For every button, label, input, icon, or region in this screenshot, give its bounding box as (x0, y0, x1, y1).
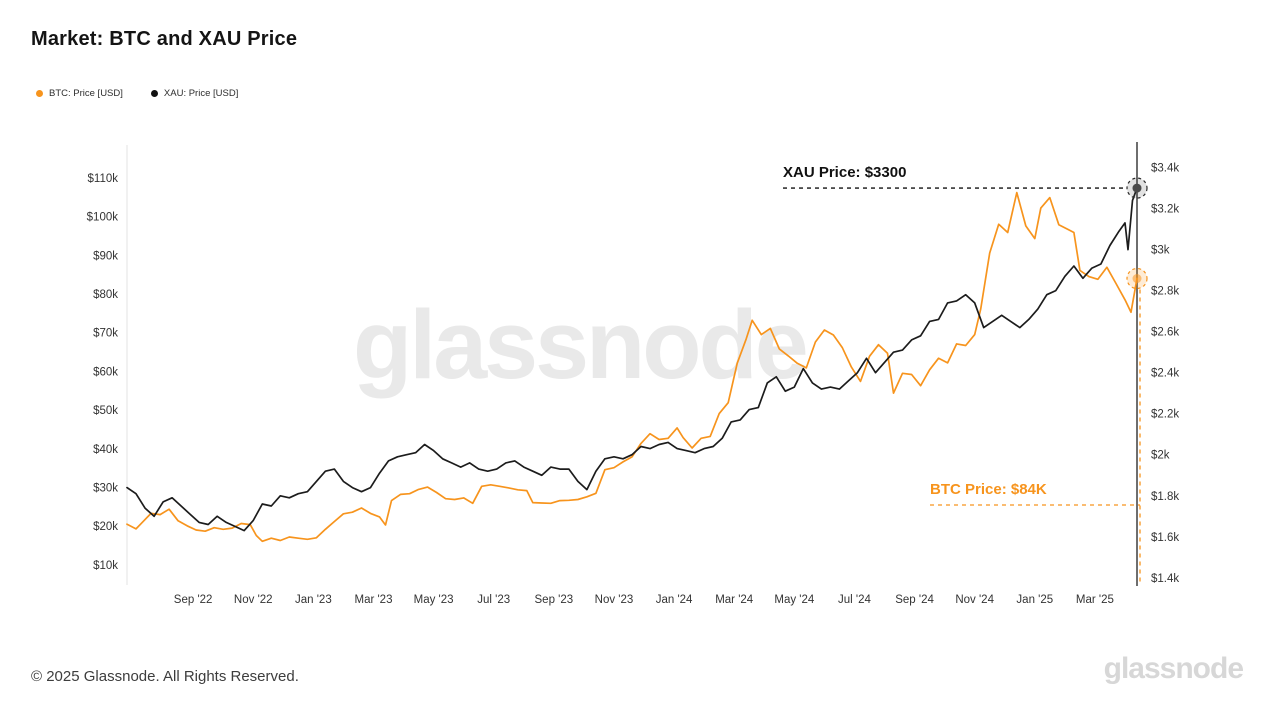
right-axis-tick-label: $3.4k (1151, 163, 1179, 175)
x-axis-tick-label: Sep '24 (895, 594, 934, 606)
x-axis-tick-label: May '24 (774, 594, 815, 606)
x-axis-tick-label: Mar '23 (354, 594, 392, 606)
left-axis-tick-label: $100k (87, 212, 119, 224)
left-axis-tick-label: $40k (93, 444, 118, 456)
left-axis-tick-label: $30k (93, 482, 118, 494)
copyright-text: © 2025 Glassnode. All Rights Reserved. (31, 668, 299, 685)
right-axis-tick-label: $3.2k (1151, 204, 1179, 216)
x-axis-tick-label: Jan '23 (295, 594, 332, 606)
x-axis-tick-label: Nov '22 (234, 594, 273, 606)
x-axis-tick-label: Jan '24 (656, 594, 693, 606)
left-axis-tick-label: $80k (93, 289, 118, 301)
left-axis-tick-label: $90k (93, 250, 118, 262)
right-axis-tick-label: $2.8k (1151, 286, 1179, 298)
xau-legend-dot-icon (150, 90, 158, 97)
left-axis-tick-label: $70k (93, 328, 118, 340)
chart-canvas[interactable]: $10k $20k $30k $40k $50k $60k $70k $80k $90k $100… (0, 0, 1271, 640)
btc-endpoint-dot (1132, 274, 1142, 284)
right-axis-tick-label: $1.4k (1151, 573, 1179, 585)
xau-annotation-label: XAU Price: $3300 (783, 164, 906, 181)
left-axis-tick-label: $60k (93, 366, 118, 378)
xau-endpoint-dot (1132, 183, 1142, 193)
xau-legend-label: XAU: Price [USD] (163, 88, 239, 99)
btc-annotation-label: BTC Price: $84K (930, 481, 1047, 498)
xau-series-line (126, 187, 1138, 532)
right-axis-tick-label: $2.6k (1151, 327, 1179, 339)
x-axis-tick-label: Sep '22 (174, 594, 213, 606)
x-axis-tick-label: Jul '23 (477, 594, 510, 606)
x-axis-tick-label: Nov '24 (955, 594, 994, 606)
x-axis-tick-label: Jan '25 (1016, 594, 1053, 606)
x-axis-tick-label: Mar '25 (1076, 594, 1114, 606)
page-title: Market: BTC and XAU Price (31, 28, 298, 50)
legend-item-btc[interactable]: BTC: Price [USD] (36, 88, 123, 99)
x-axis-tick-label: Jul '24 (838, 594, 871, 606)
right-axis-tick-label: $2k (1151, 450, 1170, 462)
btc-legend-dot-icon (36, 90, 43, 97)
left-axis-tick-label: $50k (93, 405, 118, 417)
left-axis-tick-label: $20k (93, 521, 118, 533)
right-axis-tick-label: $3k (1151, 245, 1170, 257)
left-axis-tick-label: $110k (88, 173, 119, 185)
x-axis-tick-label: Mar '24 (715, 594, 754, 606)
right-axis-tick-label: $1.8k (1151, 491, 1179, 503)
x-axis-tick-label: Nov '23 (595, 594, 634, 606)
btc-legend-label: BTC: Price [USD] (49, 88, 123, 99)
left-axis-tick-label: $10k (93, 560, 118, 572)
legend: BTC: Price [USD] XAU: Price [USD] (36, 88, 238, 99)
right-axis-tick-label: $2.2k (1151, 409, 1179, 421)
glassnode-logo: glassnode (1103, 652, 1244, 685)
legend-item-xau[interactable]: XAU: Price [USD] (150, 88, 239, 99)
x-axis-tick-label: Sep '23 (535, 594, 574, 606)
right-axis-tick-label: $2.4k (1151, 368, 1179, 380)
x-axis-tick-label: May '23 (414, 594, 454, 606)
right-axis-tick-label: $1.6k (1151, 532, 1179, 544)
